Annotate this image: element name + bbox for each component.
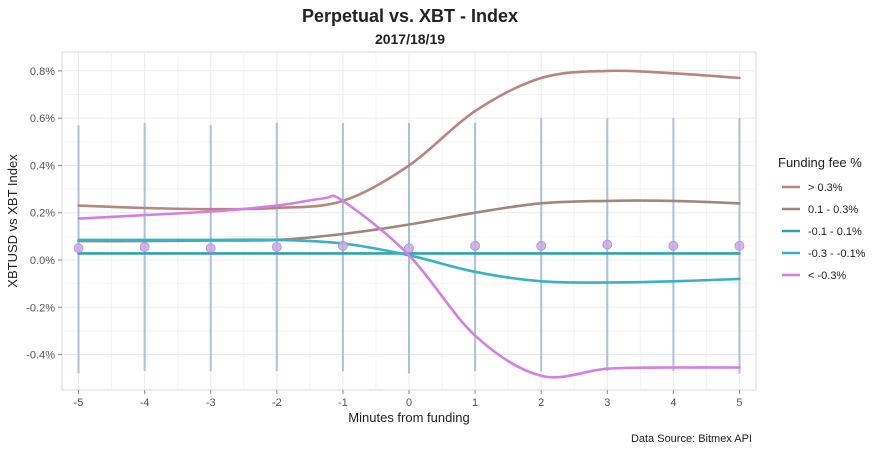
x-tick-label: -5 — [74, 397, 84, 409]
legend-label-1: > 0.3% — [808, 182, 843, 194]
x-tick-label: -2 — [272, 397, 282, 409]
chart-title: Perpetual vs. XBT - Index — [302, 6, 518, 26]
point-layer — [73, 239, 745, 254]
legend: Funding fee % > 0.3% 0.1 - 0.3% -0.1 - 0.1… — [778, 155, 866, 282]
x-tick-labels: -5 -4 -3 -2 -1 0 1 2 3 4 5 — [74, 390, 743, 409]
series-line-5 — [77, 194, 741, 379]
data-point — [734, 240, 745, 251]
y-tick-label: 0.8% — [30, 66, 55, 78]
x-tick-label: 3 — [604, 397, 610, 409]
data-point — [271, 242, 282, 252]
data-point — [205, 243, 216, 254]
data-point — [668, 240, 679, 251]
y-tick-labels: -0.4% -0.2% 0.0% 0.2% 0.4% 0.6% 0.8% — [26, 66, 62, 362]
y-axis-title: XBTUSD vs XBT Index — [5, 154, 20, 288]
series-layer — [77, 69, 741, 379]
x-tick-label: -1 — [338, 397, 348, 409]
x-axis-title: Minutes from funding — [348, 410, 469, 425]
data-point — [602, 239, 613, 250]
y-tick-label: 0.4% — [30, 160, 55, 172]
x-tick-label: 0 — [406, 397, 412, 409]
data-point — [470, 240, 480, 251]
data-point — [536, 240, 547, 251]
data-point — [73, 243, 84, 254]
chart-subtitle: 2017/18/19 — [375, 31, 445, 47]
legend-label-5: < -0.3% — [808, 270, 846, 282]
legend-label-4: -0.3 - -0.1% — [808, 248, 866, 260]
y-tick-label: 0.6% — [30, 113, 55, 125]
data-point — [139, 242, 150, 252]
x-tick-label: -3 — [206, 397, 216, 409]
x-tick-label: -4 — [140, 397, 150, 409]
y-tick-label: 0.0% — [30, 255, 55, 267]
y-tick-label: 0.2% — [30, 208, 55, 220]
legend-title: Funding fee % — [778, 155, 862, 170]
legend-label-3: -0.1 - 0.1% — [808, 226, 862, 238]
x-tick-label: 2 — [538, 397, 544, 409]
caption: Data Source: Bitmex API — [631, 433, 752, 445]
x-tick-label: 5 — [736, 397, 742, 409]
legend-label-2: 0.1 - 0.3% — [808, 204, 858, 216]
x-tick-label: 4 — [670, 397, 676, 409]
data-point — [338, 240, 348, 251]
y-tick-label: -0.4% — [26, 350, 55, 362]
y-tick-label: -0.2% — [26, 302, 55, 314]
x-tick-label: 1 — [472, 397, 478, 409]
series-line-1 — [77, 69, 741, 211]
data-point — [404, 243, 414, 254]
